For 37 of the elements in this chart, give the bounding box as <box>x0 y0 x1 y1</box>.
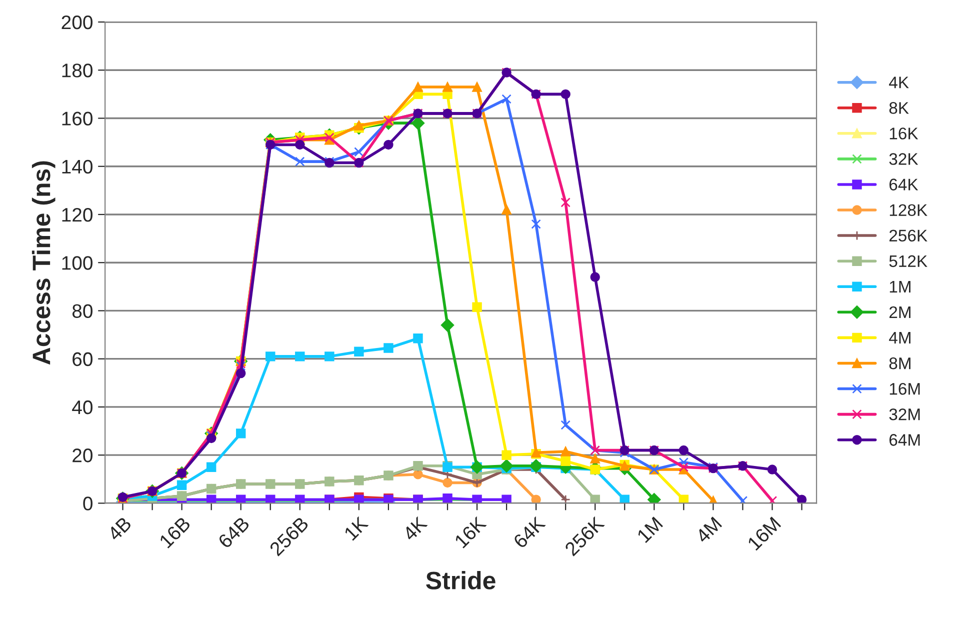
y-tick-label: 20 <box>72 448 92 462</box>
legend-label: 1M <box>890 280 910 292</box>
legend-label: 2M <box>889 306 910 318</box>
y-tick-label: 40 <box>72 400 92 414</box>
legend-label: 32M <box>889 408 920 420</box>
y-tick-label: 160 <box>62 112 92 126</box>
y-axis-title: Access Time (ns) <box>32 161 56 365</box>
y-tick-label: 80 <box>72 304 92 318</box>
y-tick-label: 140 <box>62 160 92 174</box>
x-axis-title: Stride <box>426 571 496 590</box>
legend-label: 16M <box>890 382 920 395</box>
legend-label: 64M <box>889 434 920 446</box>
y-tick-label: 100 <box>62 256 92 270</box>
y-tick-label: 0 <box>83 496 92 510</box>
x-tick-label: 4M <box>694 516 722 544</box>
legend-label: 8M <box>889 357 910 370</box>
x-tick-label: 4K <box>402 516 428 542</box>
x-tick-label: 4B <box>106 516 132 542</box>
y-tick-label: 200 <box>62 15 92 30</box>
x-tick-label: 16B <box>158 516 192 549</box>
legend-label: 32K <box>889 153 918 165</box>
y-tick-label: 120 <box>62 208 92 222</box>
x-tick-label: 64B <box>217 516 250 549</box>
legend-label: 512K <box>889 255 928 268</box>
x-tick-label: 16K <box>454 516 487 549</box>
legend-label: 256K <box>889 230 928 242</box>
legend-label: 16K <box>890 128 918 140</box>
x-tick-label: 64K <box>512 516 546 549</box>
y-tick-label: 180 <box>62 64 92 78</box>
y-tick-label: 60 <box>72 352 92 366</box>
x-tick-label: 1K <box>344 516 369 541</box>
x-tick-label: 1M <box>636 516 663 544</box>
legend-label: 4M <box>889 332 910 344</box>
legend-label: 8K <box>889 102 909 114</box>
legend-label: 64K <box>889 178 918 190</box>
legend-label: 128K <box>890 204 928 216</box>
legend-label: 4K <box>889 76 909 88</box>
